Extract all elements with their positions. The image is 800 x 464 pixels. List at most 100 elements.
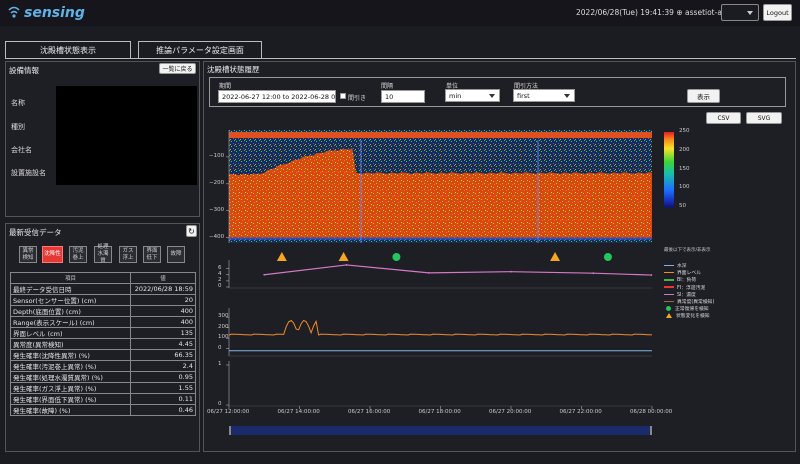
table-row: 発生確率(汚泥巻上異常) (%) 2.4 [10,359,196,372]
heatmap-y-tick-label: −300 [209,206,225,213]
legend-line-swatch [664,271,674,274]
legend-item[interactable]: 異常度(異常検知) [664,298,714,305]
unit-label: 単位 [446,83,459,90]
user-menu-select[interactable] [721,4,759,21]
field-facility: 設置施設名 [11,169,46,177]
table-row: 発生確率(故障) (%) 0.46 [10,403,196,416]
legend-item[interactable]: 状態変化を検知 [664,312,710,319]
logo-text: sensing [24,5,85,21]
period-input[interactable]: 2022-06-27 12:00 to 2022-06-28 00:00 [218,90,336,103]
legend-line-swatch [664,279,674,281]
legend-line-swatch [664,293,674,296]
legend-item[interactable]: 界面レベル [664,269,701,276]
panel-y-tick-label: 0 [218,401,222,407]
colorbar-tick-label: 150 [679,165,690,172]
table-cell-value: 400 [130,304,196,317]
table-cell-item: Range(表示スケール) (cm) [10,315,131,328]
table-row: 異常度(異常検知) 4.45 [10,337,196,350]
table-row: 発生確率(処理水濁質異常) (%) 0.95 [10,370,196,383]
table-cell-item: 界面レベル (cm) [10,326,131,339]
table-row: 発生確率(沈降性異常) (%) 66.35 [10,348,196,361]
x-tick-label: 06/27 14:00:00 [277,409,320,415]
colorbar-tick-label: 50 [679,203,686,209]
x-tick-label: 06/27 20:00:00 [489,409,532,415]
show-button[interactable]: 表示 [687,89,720,103]
interval-label: 間隔 [381,83,394,90]
status-sludge-rollup[interactable]: 汚泥巻上 [69,246,87,263]
svg-button[interactable]: SVG [746,112,782,124]
legend-line-swatch [664,264,674,267]
table-cell-item: 発生確率(沈降性異常) (%) [10,348,131,361]
legend-label: SI：濃度 [677,292,696,298]
csv-button[interactable]: CSV [706,112,741,124]
thin-label: 間引き [348,95,367,102]
legend-dot-icon [666,306,671,312]
back-to-list-button[interactable]: 一覧に戻る [159,63,196,74]
latest-data-title: 最新受信データ [9,228,62,237]
heatmap-y-tick-label: −100 [209,152,225,159]
logo-icon [8,6,20,18]
tab-inference-settings[interactable]: 推論パラメータ設定画面 [138,41,262,58]
table-cell-value: 1.55 [130,381,196,394]
legend-label: BI：負荷 [677,278,697,284]
x-tick-label: 06/28 00:00:00 [630,409,673,415]
logout-button[interactable]: Logout [763,4,792,21]
method-select[interactable]: first [513,89,575,102]
table-header-item: 項目 [10,272,131,284]
table-row: 界面レベル (cm) 135 [10,326,196,339]
legend-label: 水深 [677,264,687,269]
username: assetiot-admin [685,8,741,17]
heatmap-y-tick-label: −400 [209,233,225,240]
status-settleability[interactable]: 沈降性 [42,246,63,263]
legend-item[interactable]: FI：浮遊汚泥 [664,284,705,291]
panel-y-tick-label: 0 [218,283,222,289]
user-info: 2022/06/28(Tue) 19:41:39 ⊕ assetiot-admi… [576,8,741,17]
top-bar: sensing 2022/06/28(Tue) 19:41:39 ⊕ asset… [0,0,800,26]
status-anomaly-detect[interactable]: 異常検知 [19,246,37,263]
interval-input[interactable]: 10 [381,90,425,103]
legend-label: 界面レベル [677,271,701,277]
field-name: 名称 [11,99,25,107]
table-row: 発生確率(ガス浮上異常) (%) 1.55 [10,381,196,394]
method-label: 間引方法 [514,83,539,90]
refresh-icon[interactable]: ↻ [186,225,197,237]
legend-item[interactable]: BI：負荷 [664,276,696,283]
x-tick-label: 06/27 18:00:00 [418,409,461,415]
table-cell-item: 最終データ受信日時 [10,282,131,295]
table-row: 発生確率(界面低下異常) (%) 0.11 [10,392,196,405]
legend-label: 正常復帰を検知 [675,307,709,313]
panel-y-tick-label: 6 [218,264,222,271]
table-header-value: 値 [130,272,196,284]
table-header-row: 項目 値 [10,272,196,284]
thin-checkbox[interactable] [340,93,346,99]
x-tick-label: 06/27 16:00:00 [348,409,391,415]
status-fault[interactable]: 故障 [167,246,185,263]
legend-item[interactable]: 正常復帰を検知 [664,305,709,312]
table-cell-value: 0.11 [130,392,196,405]
table-cell-item: 発生確率(汚泥巻上異常) (%) [10,359,131,372]
markers-caption: 最後以下で表示/非表示 [664,248,711,253]
status-interface-drop[interactable]: 界面低下 [143,246,161,263]
tab-status-display[interactable]: 沈殿槽状態表示 [5,41,131,58]
status-gas-float[interactable]: ガス浮上 [119,246,137,263]
period-label: 期間 [219,83,232,90]
legend-line-swatch [664,286,674,288]
colorbar-tick-label: 100 [679,184,690,191]
table-cell-value: 135 [130,326,196,339]
panel-y-tick-label: 100 [218,334,229,341]
panel-y-tick-label: 4 [218,270,222,277]
user-icon: ⊕ [676,8,683,17]
logo: sensing [6,4,85,22]
table-cell-item: Sensor(センサー位置) (cm) [10,293,131,306]
status-treated-turbidity[interactable]: 処理水濁質 [94,244,112,264]
table-cell-item: 発生確率(界面低下異常) (%) [10,392,131,405]
x-tick-label: 06/27 12:00:00 [207,409,250,415]
unit-select[interactable]: min [445,89,500,102]
latest-data-table: 項目 値 最終データ受信日時 2022/06/28 18:59 Sensor(センサ… [10,272,196,416]
legend-item[interactable]: SI：濃度 [664,291,696,298]
legend-label: FI：浮遊汚泥 [677,285,706,291]
field-type: 種別 [11,123,25,131]
legend-item[interactable]: 水深 [664,262,687,269]
colorbar-tick-label: 250 [679,128,690,134]
history-panel [203,61,796,452]
